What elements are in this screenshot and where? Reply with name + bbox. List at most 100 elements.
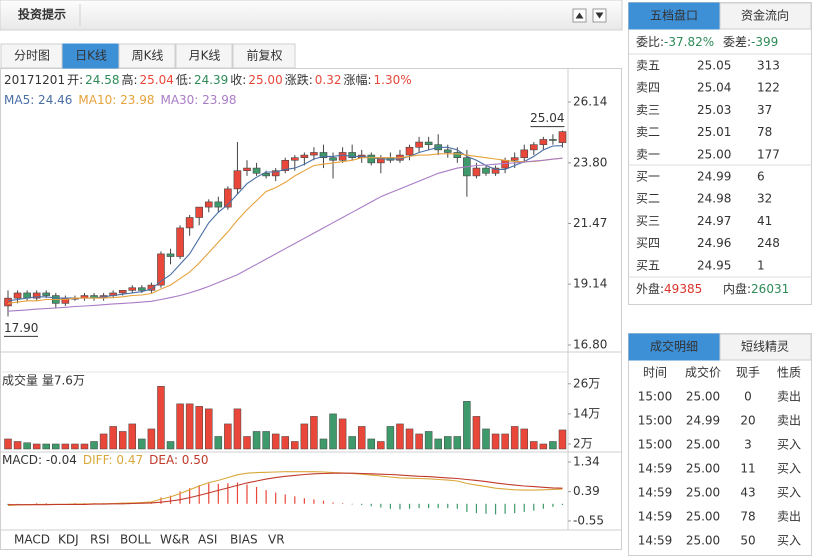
trade-cell: 3 [744, 438, 752, 452]
book-volume: 6 [757, 170, 765, 184]
trade-cell: 卖出 [777, 390, 801, 404]
volume-bar [271, 433, 280, 450]
volume-bar [329, 413, 337, 450]
candle-body [166, 253, 175, 257]
indicator-tab[interactable]: ASI [198, 533, 217, 547]
book-level: 买五 [636, 258, 660, 272]
quote-label: 高: [121, 72, 137, 87]
candle-body [185, 217, 194, 229]
candle-body [118, 290, 127, 294]
candle-body [281, 159, 290, 171]
quote-value: 25.00 [248, 73, 282, 87]
book-price: 25.05 [697, 59, 731, 73]
tab-label: 分时图 [14, 49, 50, 63]
quote-date: 20171201 [4, 73, 65, 87]
book-price: 24.98 [697, 192, 731, 206]
tab[interactable] [118, 43, 176, 69]
volume-bar [109, 426, 117, 450]
book-price: 25.03 [697, 103, 731, 117]
indicator-tab[interactable]: BOLL [120, 533, 151, 547]
panel-tab[interactable] [719, 333, 812, 361]
volume-bar [52, 443, 60, 450]
volume-bar [243, 436, 251, 450]
candle-body [138, 287, 146, 291]
quote-field: 委比:-37.82% [636, 35, 714, 49]
trade-cell: 15:00 [638, 438, 673, 452]
book-level: 买四 [636, 236, 660, 250]
candle-body [195, 206, 203, 218]
header-bar [0, 0, 623, 31]
candle-body [271, 170, 280, 177]
volume-bar [32, 443, 41, 450]
field-label: 内盘: [723, 281, 751, 296]
candle-body [32, 292, 41, 299]
volume-bar [281, 436, 289, 450]
indicator-tab[interactable]: MACD [14, 533, 50, 547]
trade-cell: 14:59 [638, 510, 673, 524]
legend-entry: MA10: 23.98 [78, 93, 154, 107]
candle-body [424, 141, 433, 145]
volume-bar [520, 428, 528, 450]
book-level: 买二 [636, 192, 660, 206]
candle-body [510, 157, 519, 161]
candle-body [214, 201, 223, 208]
volume-bar [90, 441, 98, 450]
book-price: 24.95 [697, 258, 731, 272]
volume-bar [300, 423, 309, 450]
legend-entry: DIFF: 0.47 [83, 453, 143, 467]
candle-body [529, 144, 538, 151]
candle-body [262, 172, 270, 177]
panel-tab[interactable] [628, 2, 721, 30]
trade-cell: 卖出 [777, 510, 801, 524]
macd-line [8, 472, 563, 506]
book-volume: 32 [757, 192, 772, 206]
volume-bar [118, 431, 127, 450]
book-price: 25.01 [697, 125, 731, 139]
trade-cell: 24.99 [686, 414, 720, 428]
volume-bar [262, 431, 270, 450]
candle-body [300, 154, 309, 158]
quote-info: 20171201 开: 24.58 高: 25.04 低: 24.39 收: 25.00 涨跌: 0… [4, 72, 412, 87]
header-title: 投资提示 [18, 7, 66, 22]
tab[interactable] [0, 43, 63, 69]
book-volume: 41 [757, 214, 772, 228]
volume-bar [396, 423, 404, 450]
volume-bar [80, 443, 89, 450]
book-volume: 78 [757, 125, 772, 139]
ma-line [7, 145, 563, 302]
tab-label: 月K线 [189, 49, 221, 63]
tab[interactable] [175, 43, 233, 69]
book-price: 24.99 [697, 170, 731, 184]
trade-cell: 15:00 [638, 414, 673, 428]
volume-bar [128, 423, 137, 450]
indicator-tab[interactable]: RSI [90, 533, 110, 547]
tab[interactable] [62, 43, 119, 69]
candle-body [453, 152, 462, 158]
panel-tab[interactable] [719, 2, 812, 30]
volume-bar [549, 441, 557, 450]
indicator-tab[interactable]: BIAS [230, 533, 258, 547]
tab[interactable] [232, 43, 296, 69]
trade-cell: 25.00 [686, 534, 720, 548]
up-icon [575, 12, 584, 19]
trade-cell: 买入 [777, 462, 801, 476]
volume-bar [71, 443, 79, 450]
field-value: -37.82% [664, 35, 714, 49]
candle-body [348, 152, 356, 158]
volume-bar [453, 436, 462, 450]
volume-title: 成交量 量7.6万 [2, 373, 85, 388]
volume-bar [42, 443, 50, 450]
candle-body [310, 152, 318, 156]
trade-cell: 43 [740, 486, 755, 500]
volume-bar [176, 403, 184, 450]
candle-body [157, 253, 165, 286]
indicator-tab[interactable]: KDJ [58, 533, 79, 547]
quote-value: 1.30% [374, 73, 412, 87]
indicator-tab[interactable]: W&R [160, 533, 190, 547]
book-volume: 248 [757, 236, 780, 250]
indicator-tab[interactable]: VR [268, 533, 285, 547]
volume-bar [415, 433, 423, 450]
volume-bar [138, 438, 146, 450]
panel-tab[interactable] [628, 333, 721, 361]
legend-entry: MA30: 23.98 [160, 93, 236, 107]
